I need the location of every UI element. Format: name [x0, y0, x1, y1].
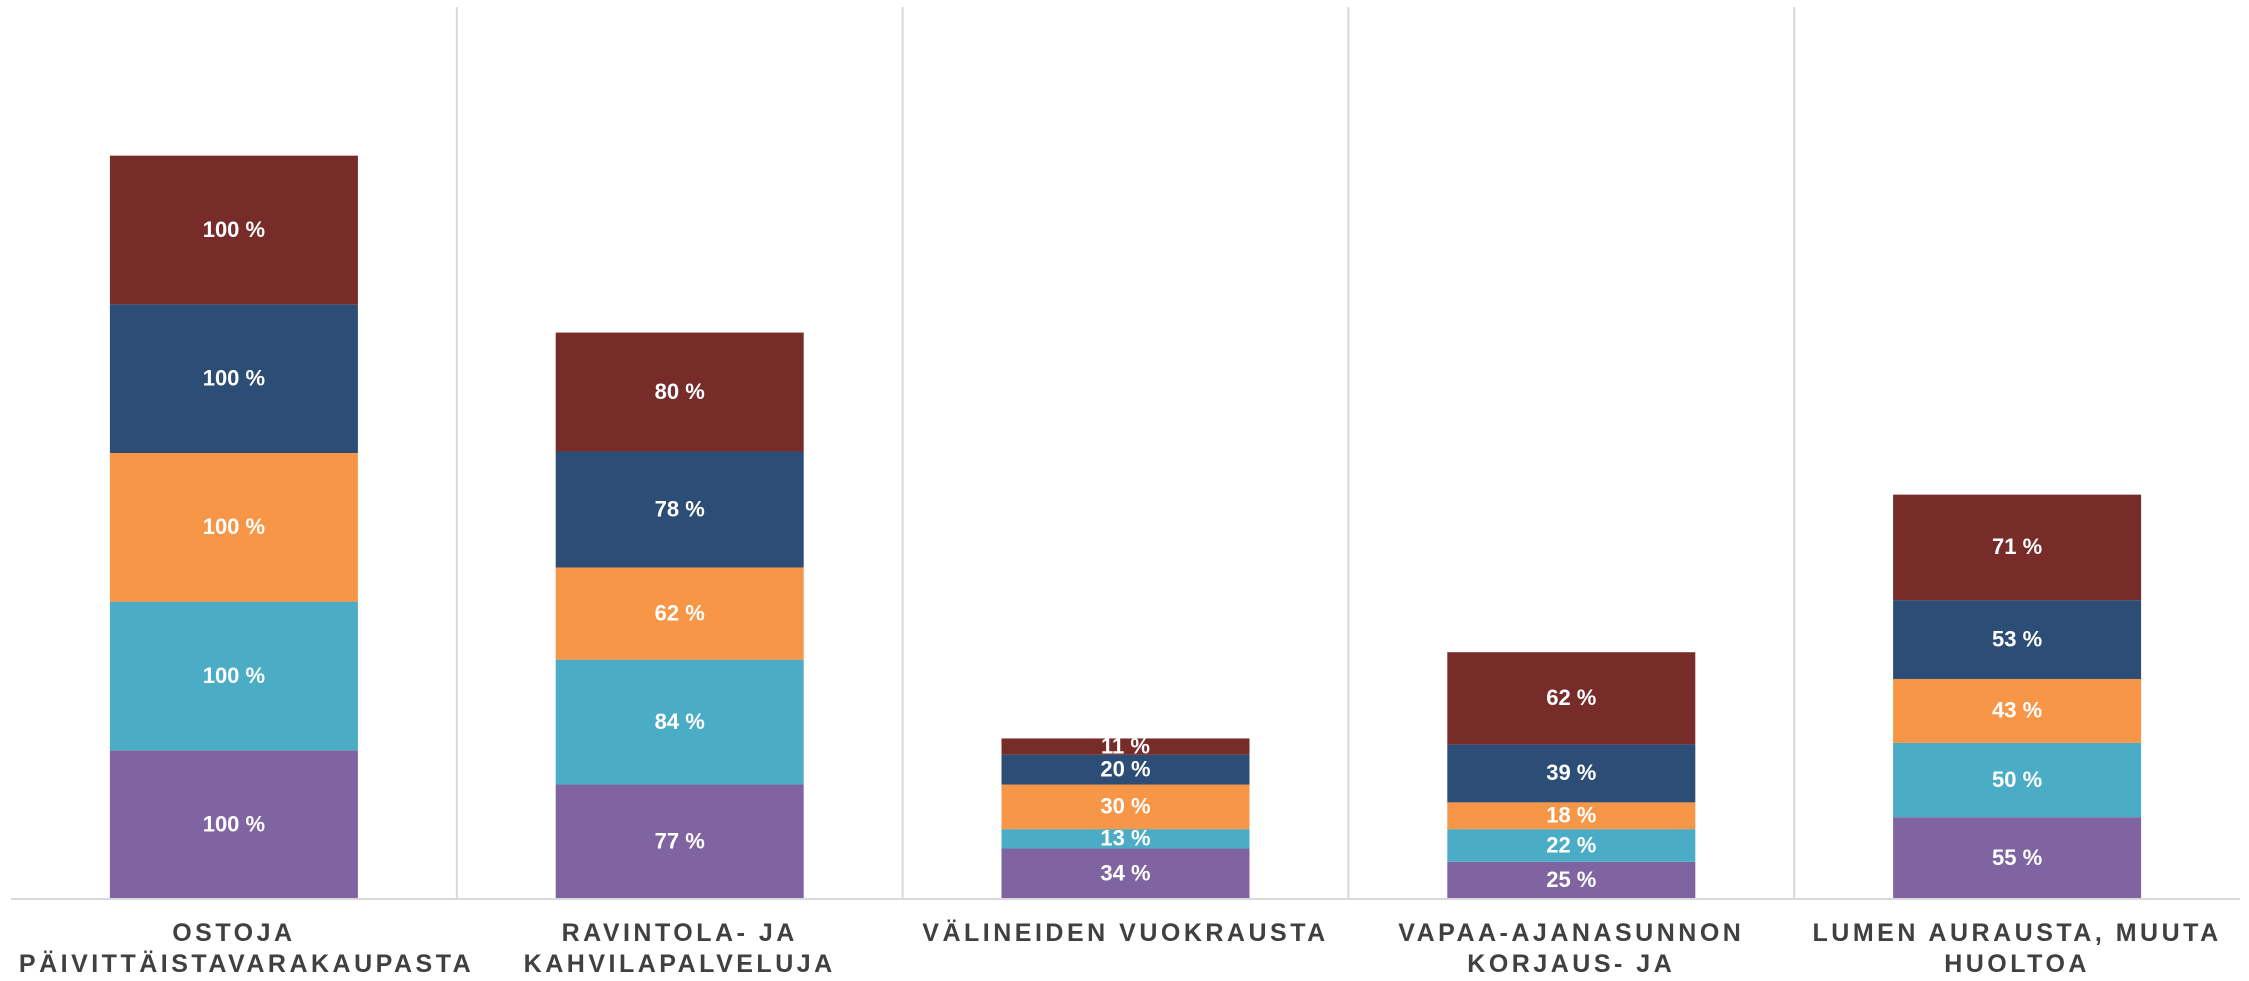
data-label: 39 %: [1546, 760, 1596, 785]
data-label: 62 %: [1546, 685, 1596, 710]
data-label: 22 %: [1546, 832, 1596, 857]
bar-segment: [1447, 802, 1696, 830]
bar-segment: [1447, 744, 1696, 803]
data-label: 43 %: [1992, 698, 2042, 723]
data-label: 55 %: [1992, 845, 2042, 870]
bar-segment: [1001, 784, 1250, 830]
bar-segment: [109, 155, 358, 305]
bar-segment: [1893, 817, 2142, 899]
x-tick-label: VÄLINEIDEN VUOKRAUSTA: [922, 919, 1329, 947]
bar-segment: [555, 332, 804, 452]
bar-segment: [1893, 678, 2142, 743]
bar-segment: [1893, 494, 2142, 601]
data-label: 53 %: [1992, 626, 2042, 651]
bar-segment: [1447, 861, 1696, 899]
data-label: 30 %: [1100, 794, 1150, 819]
bar-segment: [555, 567, 804, 660]
bar-segment: [109, 750, 358, 899]
x-tick-label: VAPAA-AJANASUNNON KORJAUS- JA RAKENNUSTÖ…: [1398, 919, 1745, 978]
data-label: 100 %: [203, 217, 265, 242]
x-tick-label: LUMEN AURAUSTA, MUUTA HUOLTOA: [1812, 919, 2222, 978]
data-label: 20 %: [1100, 756, 1150, 781]
data-label: 50 %: [1992, 767, 2042, 792]
bar-segment: [1447, 652, 1696, 745]
data-label: 77 %: [655, 829, 705, 854]
bar-segment: [1893, 600, 2142, 679]
data-label: 13 %: [1100, 826, 1150, 851]
bar-segment: [1001, 738, 1250, 755]
data-label: 11 %: [1101, 733, 1150, 758]
data-label: 100 %: [203, 514, 265, 539]
bar-segment: [109, 601, 358, 751]
bar-segment: [109, 304, 358, 453]
data-label: 78 %: [655, 496, 705, 521]
bar-segment: [1001, 829, 1250, 849]
data-label: 34 %: [1100, 861, 1150, 886]
data-label: 100 %: [203, 663, 265, 688]
data-label: 84 %: [655, 709, 705, 734]
bar-segment: [1001, 754, 1250, 785]
data-label: 80 %: [655, 379, 705, 404]
data-label: 25 %: [1546, 867, 1596, 892]
bar-segment: [555, 784, 804, 899]
x-tick-label: OSTOJA PÄIVITTÄISTAVARAKAUPASTA: [18, 919, 475, 978]
bar-segment: [555, 451, 804, 568]
bar-segment: [1893, 742, 2142, 818]
data-label: 18 %: [1546, 803, 1596, 828]
bar-segment: [555, 659, 804, 785]
data-label: 100 %: [203, 365, 265, 390]
bar-segment: [1001, 848, 1250, 899]
bar-segment: [1447, 829, 1696, 862]
x-tick-label: RAVINTOLA- JA KAHVILAPALVELUJA: [523, 919, 836, 978]
data-label: 62 %: [655, 600, 705, 625]
data-label: 100 %: [203, 811, 265, 836]
data-label: 71 %: [1992, 534, 2042, 559]
bar-segment: [109, 453, 358, 602]
